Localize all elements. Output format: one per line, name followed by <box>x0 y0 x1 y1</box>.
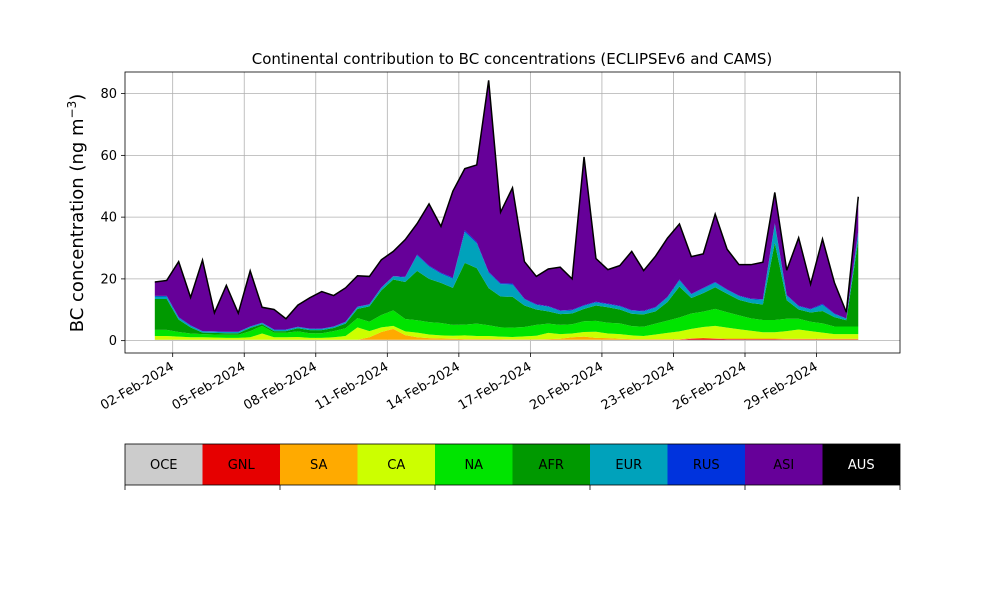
stacked-areas <box>154 80 859 341</box>
x-tick-label: 26-Feb-2024 <box>670 359 749 413</box>
x-tick-label: 14-Feb-2024 <box>384 359 463 413</box>
legend-label-rus: RUS <box>693 458 720 473</box>
total-line <box>154 80 860 320</box>
x-tick-label: 05-Feb-2024 <box>170 359 249 413</box>
legend-label-sa: SA <box>310 458 327 473</box>
x-tick-label: 20-Feb-2024 <box>527 359 606 413</box>
legend-swatch-eur <box>590 444 668 485</box>
legend-frame <box>124 443 901 486</box>
series-area-ca <box>154 325 859 340</box>
x-tick-label: 02-Feb-2024 <box>98 359 177 413</box>
legend: OCE GNL SA CA NA AFR EUR RUS ASI AUS <box>124 443 901 490</box>
legend-swatch-na <box>435 444 513 485</box>
legend-swatch-asi <box>745 444 823 485</box>
x-tick-label: 23-Feb-2024 <box>599 359 678 413</box>
x-tick-label: 11-Feb-2024 <box>313 359 392 413</box>
legend-label-na: NA <box>464 458 483 473</box>
y-tick-label: 40 <box>100 211 117 226</box>
legend-swatch-ca <box>357 444 435 485</box>
y-axis-label: BC concentration (ng m−3) <box>65 94 88 333</box>
y-axis-label-sup: −3 <box>65 101 79 119</box>
legend-swatch-oce <box>125 444 203 485</box>
legend-label-afr: AFR <box>539 458 564 473</box>
plot-frame <box>124 71 901 354</box>
series-area-asi <box>154 80 859 332</box>
series-area-oce <box>154 339 859 341</box>
y-axis-label-text: BC concentration (ng m <box>67 118 88 332</box>
legend-label-gnl: GNL <box>228 458 256 473</box>
legend-swatch-sa <box>280 444 358 485</box>
legend-swatch-rus <box>667 444 745 485</box>
y-axis: 0 20 40 60 80 <box>100 87 125 349</box>
series-area-afr <box>154 239 859 335</box>
legend-swatch-aus <box>822 444 900 485</box>
total-concentration-line <box>154 80 860 320</box>
legend-swatch-gnl <box>202 444 280 485</box>
y-tick-label: 60 <box>100 149 117 164</box>
legend-label-ca: CA <box>387 458 405 473</box>
x-tick-label: 08-Feb-2024 <box>241 359 320 413</box>
y-tick-label: 80 <box>100 87 117 102</box>
legend-label-eur: EUR <box>615 458 642 473</box>
chart-title: Continental contribution to BC concentra… <box>252 50 773 68</box>
y-tick-label: 20 <box>100 272 117 287</box>
legend-label-aus: AUS <box>848 458 875 473</box>
x-tick-label: 17-Feb-2024 <box>456 359 535 413</box>
y-tick-label: 0 <box>109 334 117 349</box>
x-axis: 02-Feb-202405-Feb-202408-Feb-202411-Feb-… <box>98 353 821 413</box>
y-axis-label-close: ) <box>67 94 88 101</box>
series-area-gnl <box>154 338 859 340</box>
legend-label-asi: ASI <box>773 458 794 473</box>
legend-label-oce: OCE <box>150 458 178 473</box>
x-tick-label: 29-Feb-2024 <box>742 359 821 413</box>
legend-swatch-afr <box>512 444 590 485</box>
series-area-na <box>154 308 859 338</box>
